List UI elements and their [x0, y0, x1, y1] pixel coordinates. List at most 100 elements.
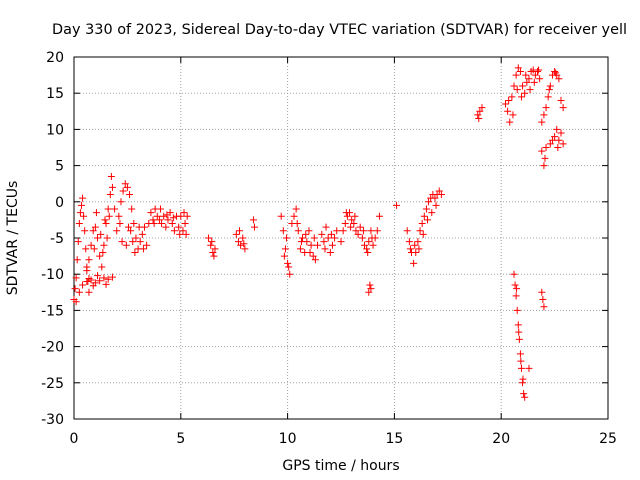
- data-point: [538, 288, 546, 296]
- data-point: [478, 104, 486, 112]
- data-point: [504, 107, 512, 115]
- data-point: [175, 223, 183, 231]
- data-point: [510, 270, 518, 278]
- data-point: [521, 89, 529, 97]
- data-point: [322, 223, 330, 231]
- data-point: [250, 223, 258, 231]
- data-point: [309, 252, 317, 260]
- axis-ticks: [73, 56, 609, 420]
- data-point: [351, 212, 359, 220]
- data-point: [307, 241, 315, 249]
- data-point: [531, 71, 539, 79]
- data-point: [331, 234, 339, 242]
- data-point: [516, 67, 524, 75]
- data-point: [170, 227, 178, 235]
- data-point: [302, 230, 310, 238]
- data-point: [73, 256, 81, 264]
- data-point: [181, 220, 189, 228]
- segment-18: [501, 64, 544, 126]
- y-tick-label: -15: [41, 303, 64, 319]
- data-point: [516, 350, 524, 358]
- data-point: [283, 234, 291, 242]
- data-point: [85, 288, 93, 296]
- data-point: [354, 230, 362, 238]
- data-point: [136, 238, 144, 246]
- data-point: [117, 198, 125, 206]
- y-tick-label: 10: [46, 122, 64, 138]
- data-point: [93, 234, 101, 242]
- data-point: [119, 187, 127, 195]
- data-point: [321, 245, 329, 253]
- data-point: [208, 238, 216, 246]
- data-point: [158, 220, 166, 228]
- segment-05: [147, 205, 191, 238]
- data-point: [512, 292, 520, 300]
- data-point: [526, 86, 534, 94]
- data-point: [98, 263, 106, 271]
- chart-title: Day 330 of 2023, Sidereal Day-to-day VTE…: [52, 22, 627, 38]
- data-point: [553, 125, 561, 133]
- segment-09: [277, 212, 294, 278]
- data-point: [101, 216, 109, 224]
- data-point: [111, 205, 119, 213]
- data-point: [422, 205, 430, 213]
- data-point: [367, 285, 375, 293]
- x-axis-label: GPS time / hours: [282, 458, 399, 474]
- data-point: [366, 281, 374, 289]
- data-point: [122, 241, 130, 249]
- data-point: [517, 364, 525, 372]
- segment-13: [354, 212, 383, 256]
- data-point: [540, 111, 548, 119]
- data-point: [99, 248, 107, 256]
- data-point: [132, 234, 140, 242]
- data-point: [163, 211, 171, 219]
- x-tick-label: 25: [599, 431, 617, 447]
- data-point: [369, 241, 377, 249]
- data-point: [437, 191, 445, 199]
- data-point: [234, 238, 242, 246]
- data-point: [318, 230, 326, 238]
- segment-17: [474, 104, 486, 123]
- segment-19: [538, 67, 567, 126]
- data-point: [103, 234, 111, 242]
- data-point: [406, 245, 414, 253]
- data-point: [365, 288, 373, 296]
- data-point: [411, 241, 419, 249]
- data-point: [100, 241, 108, 249]
- data-point: [541, 154, 549, 162]
- data-point: [72, 298, 80, 306]
- data-point: [104, 205, 112, 213]
- y-tick-label: 20: [46, 50, 64, 66]
- data-point: [359, 227, 367, 235]
- data-point: [135, 223, 143, 231]
- data-point: [89, 282, 97, 290]
- data-point: [521, 393, 529, 401]
- data-point: [431, 194, 439, 202]
- data-point: [281, 245, 289, 253]
- data-point: [79, 194, 87, 202]
- data-point: [105, 212, 113, 220]
- data-point: [176, 230, 184, 238]
- data-point: [513, 86, 521, 94]
- data-point: [333, 227, 341, 235]
- data-point: [474, 111, 482, 119]
- data-point: [546, 82, 554, 90]
- segment-11: [318, 223, 345, 256]
- data-point: [90, 245, 98, 253]
- data-point: [542, 104, 550, 112]
- data-point: [343, 212, 351, 220]
- data-point: [548, 136, 556, 144]
- data-point: [513, 306, 521, 314]
- data-point: [72, 274, 80, 282]
- data-point: [168, 220, 176, 228]
- data-point: [348, 216, 356, 224]
- data-point: [519, 82, 527, 90]
- data-point: [153, 212, 161, 220]
- data-point: [107, 172, 115, 180]
- data-point: [519, 375, 527, 383]
- data-point: [535, 66, 543, 74]
- data-point: [414, 238, 422, 246]
- data-point: [294, 227, 302, 235]
- data-point: [367, 227, 375, 235]
